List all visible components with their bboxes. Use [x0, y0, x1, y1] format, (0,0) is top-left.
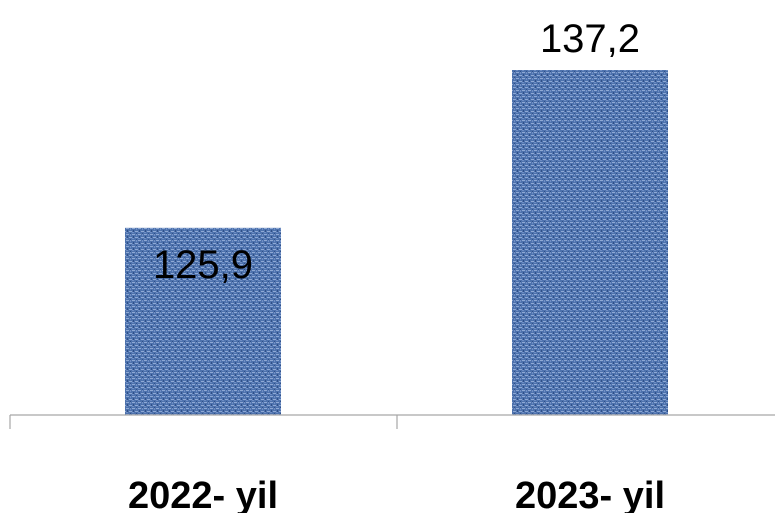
data-label-2022: 125,9 — [153, 243, 253, 287]
data-label-2023: 137,2 — [540, 17, 640, 61]
bar-2023-yil — [512, 70, 668, 415]
x-tick-label-2022: 2022- yil — [128, 475, 278, 513]
bar-2022-yil — [125, 227, 281, 415]
x-tick-label-2023: 2023- yil — [515, 475, 665, 513]
